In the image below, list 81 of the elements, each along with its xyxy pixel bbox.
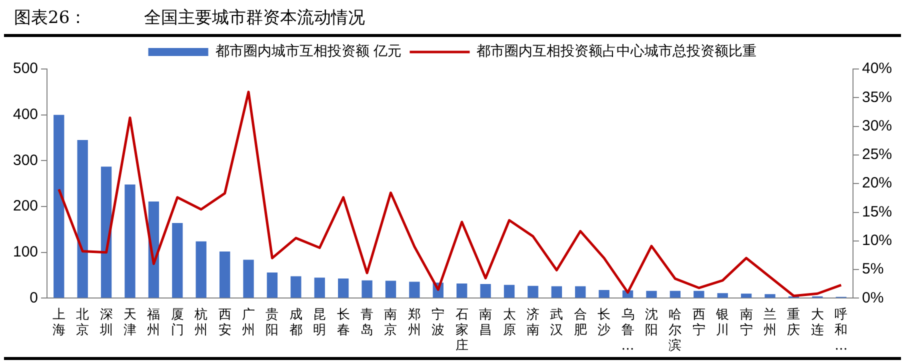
bar — [456, 284, 468, 298]
x-tick-label: 银川 — [715, 307, 730, 338]
y2-tick-label: 5% — [862, 260, 884, 278]
bar — [219, 251, 230, 298]
x-tick-label: 西宁 — [692, 307, 706, 338]
x-tick-label: 贵阳 — [266, 307, 279, 338]
x-tick-label: 长春 — [336, 307, 350, 338]
x-tick-label: 沈阳 — [644, 307, 658, 338]
bar — [575, 286, 586, 298]
x-tick-label: 福州 — [147, 307, 160, 338]
y-tick-label: 200 — [12, 198, 38, 215]
x-tick-label: 南京 — [384, 307, 398, 338]
x-tick-label: 济南 — [526, 307, 540, 338]
x-tick-label: 大连 — [810, 307, 824, 338]
bar — [551, 286, 562, 298]
bar — [124, 184, 136, 298]
bar — [172, 223, 183, 298]
x-tick-label: 上海 — [52, 307, 66, 338]
bar — [338, 278, 349, 298]
y-tick-label: 400 — [12, 106, 38, 123]
bar — [266, 272, 278, 298]
x-tick-label: 杭州 — [194, 307, 208, 338]
bar — [480, 284, 491, 298]
x-tick-label: 乌鲁… — [621, 307, 634, 354]
y-tick-label: 500 — [12, 60, 38, 78]
bar — [598, 290, 610, 298]
bar — [504, 284, 515, 298]
x-tick-label: 深圳 — [98, 307, 113, 338]
x-tick-label: 北京 — [76, 307, 90, 338]
legend-label: 都市圈内互相投资额占中心城市总投资额比重 — [476, 44, 757, 60]
x-tick-label: 武汉 — [550, 307, 564, 338]
bar — [54, 114, 64, 298]
x-tick-label: 石家庄 — [455, 307, 468, 354]
x-tick-label: 呼和… — [834, 307, 848, 354]
bar — [409, 282, 420, 298]
x-tick-label: 哈尔滨 — [668, 307, 682, 354]
x-tick-label: 长沙 — [598, 307, 611, 338]
y2-tick-label: 30% — [862, 117, 892, 134]
bar — [646, 290, 657, 298]
x-tick-label: 天津 — [123, 307, 136, 338]
bar — [717, 293, 728, 298]
bar — [764, 294, 776, 298]
y2-tick-label: 25% — [862, 146, 892, 164]
x-tick-label: 西安 — [218, 307, 232, 338]
bar — [243, 260, 254, 298]
bar — [694, 290, 704, 298]
x-tick-label: 郑州 — [408, 307, 421, 338]
y2-tick-label: 20% — [862, 174, 892, 192]
y2-tick-label: 10% — [862, 232, 892, 250]
y-tick-label: 300 — [12, 152, 38, 169]
x-tick-label: 宁波 — [432, 306, 445, 338]
y-tick-label: 0 — [30, 289, 38, 306]
x-tick-label: 青岛 — [360, 307, 374, 338]
bar — [362, 280, 372, 298]
x-tick-label: 太原 — [502, 307, 516, 338]
x-tick-label: 成都 — [289, 307, 302, 338]
bar — [100, 166, 112, 298]
bar — [670, 290, 681, 298]
x-tick-label: 南昌 — [479, 307, 492, 338]
y2-tick-label: 15% — [862, 203, 892, 220]
x-tick-label: 合肥 — [574, 307, 587, 338]
bar — [385, 280, 396, 298]
y-tick-label: 100 — [12, 244, 38, 260]
x-tick-label: 南宁 — [740, 307, 753, 338]
x-tick-label: 重庆 — [787, 307, 800, 338]
x-tick-label: 广州 — [242, 307, 256, 338]
x-tick-label: 昆明 — [313, 307, 326, 338]
chart-title: 图表26： — [14, 6, 88, 28]
y2-tick-label: 40% — [862, 60, 892, 78]
chart-subtitle: 全国主要城市群资本流动情况 — [144, 6, 365, 28]
bar — [528, 286, 538, 298]
y2-tick-label: 0% — [862, 289, 884, 306]
bar — [196, 241, 206, 298]
y2-tick-label: 35% — [862, 88, 892, 106]
x-tick-label: 兰州 — [764, 307, 777, 338]
bar — [77, 140, 88, 298]
bar — [314, 278, 325, 298]
bar — [740, 294, 752, 298]
bar — [290, 276, 302, 298]
x-tick-label: 厦门 — [170, 307, 184, 338]
legend-label: 都市圈内城市互相投资额 亿元 — [215, 44, 402, 60]
